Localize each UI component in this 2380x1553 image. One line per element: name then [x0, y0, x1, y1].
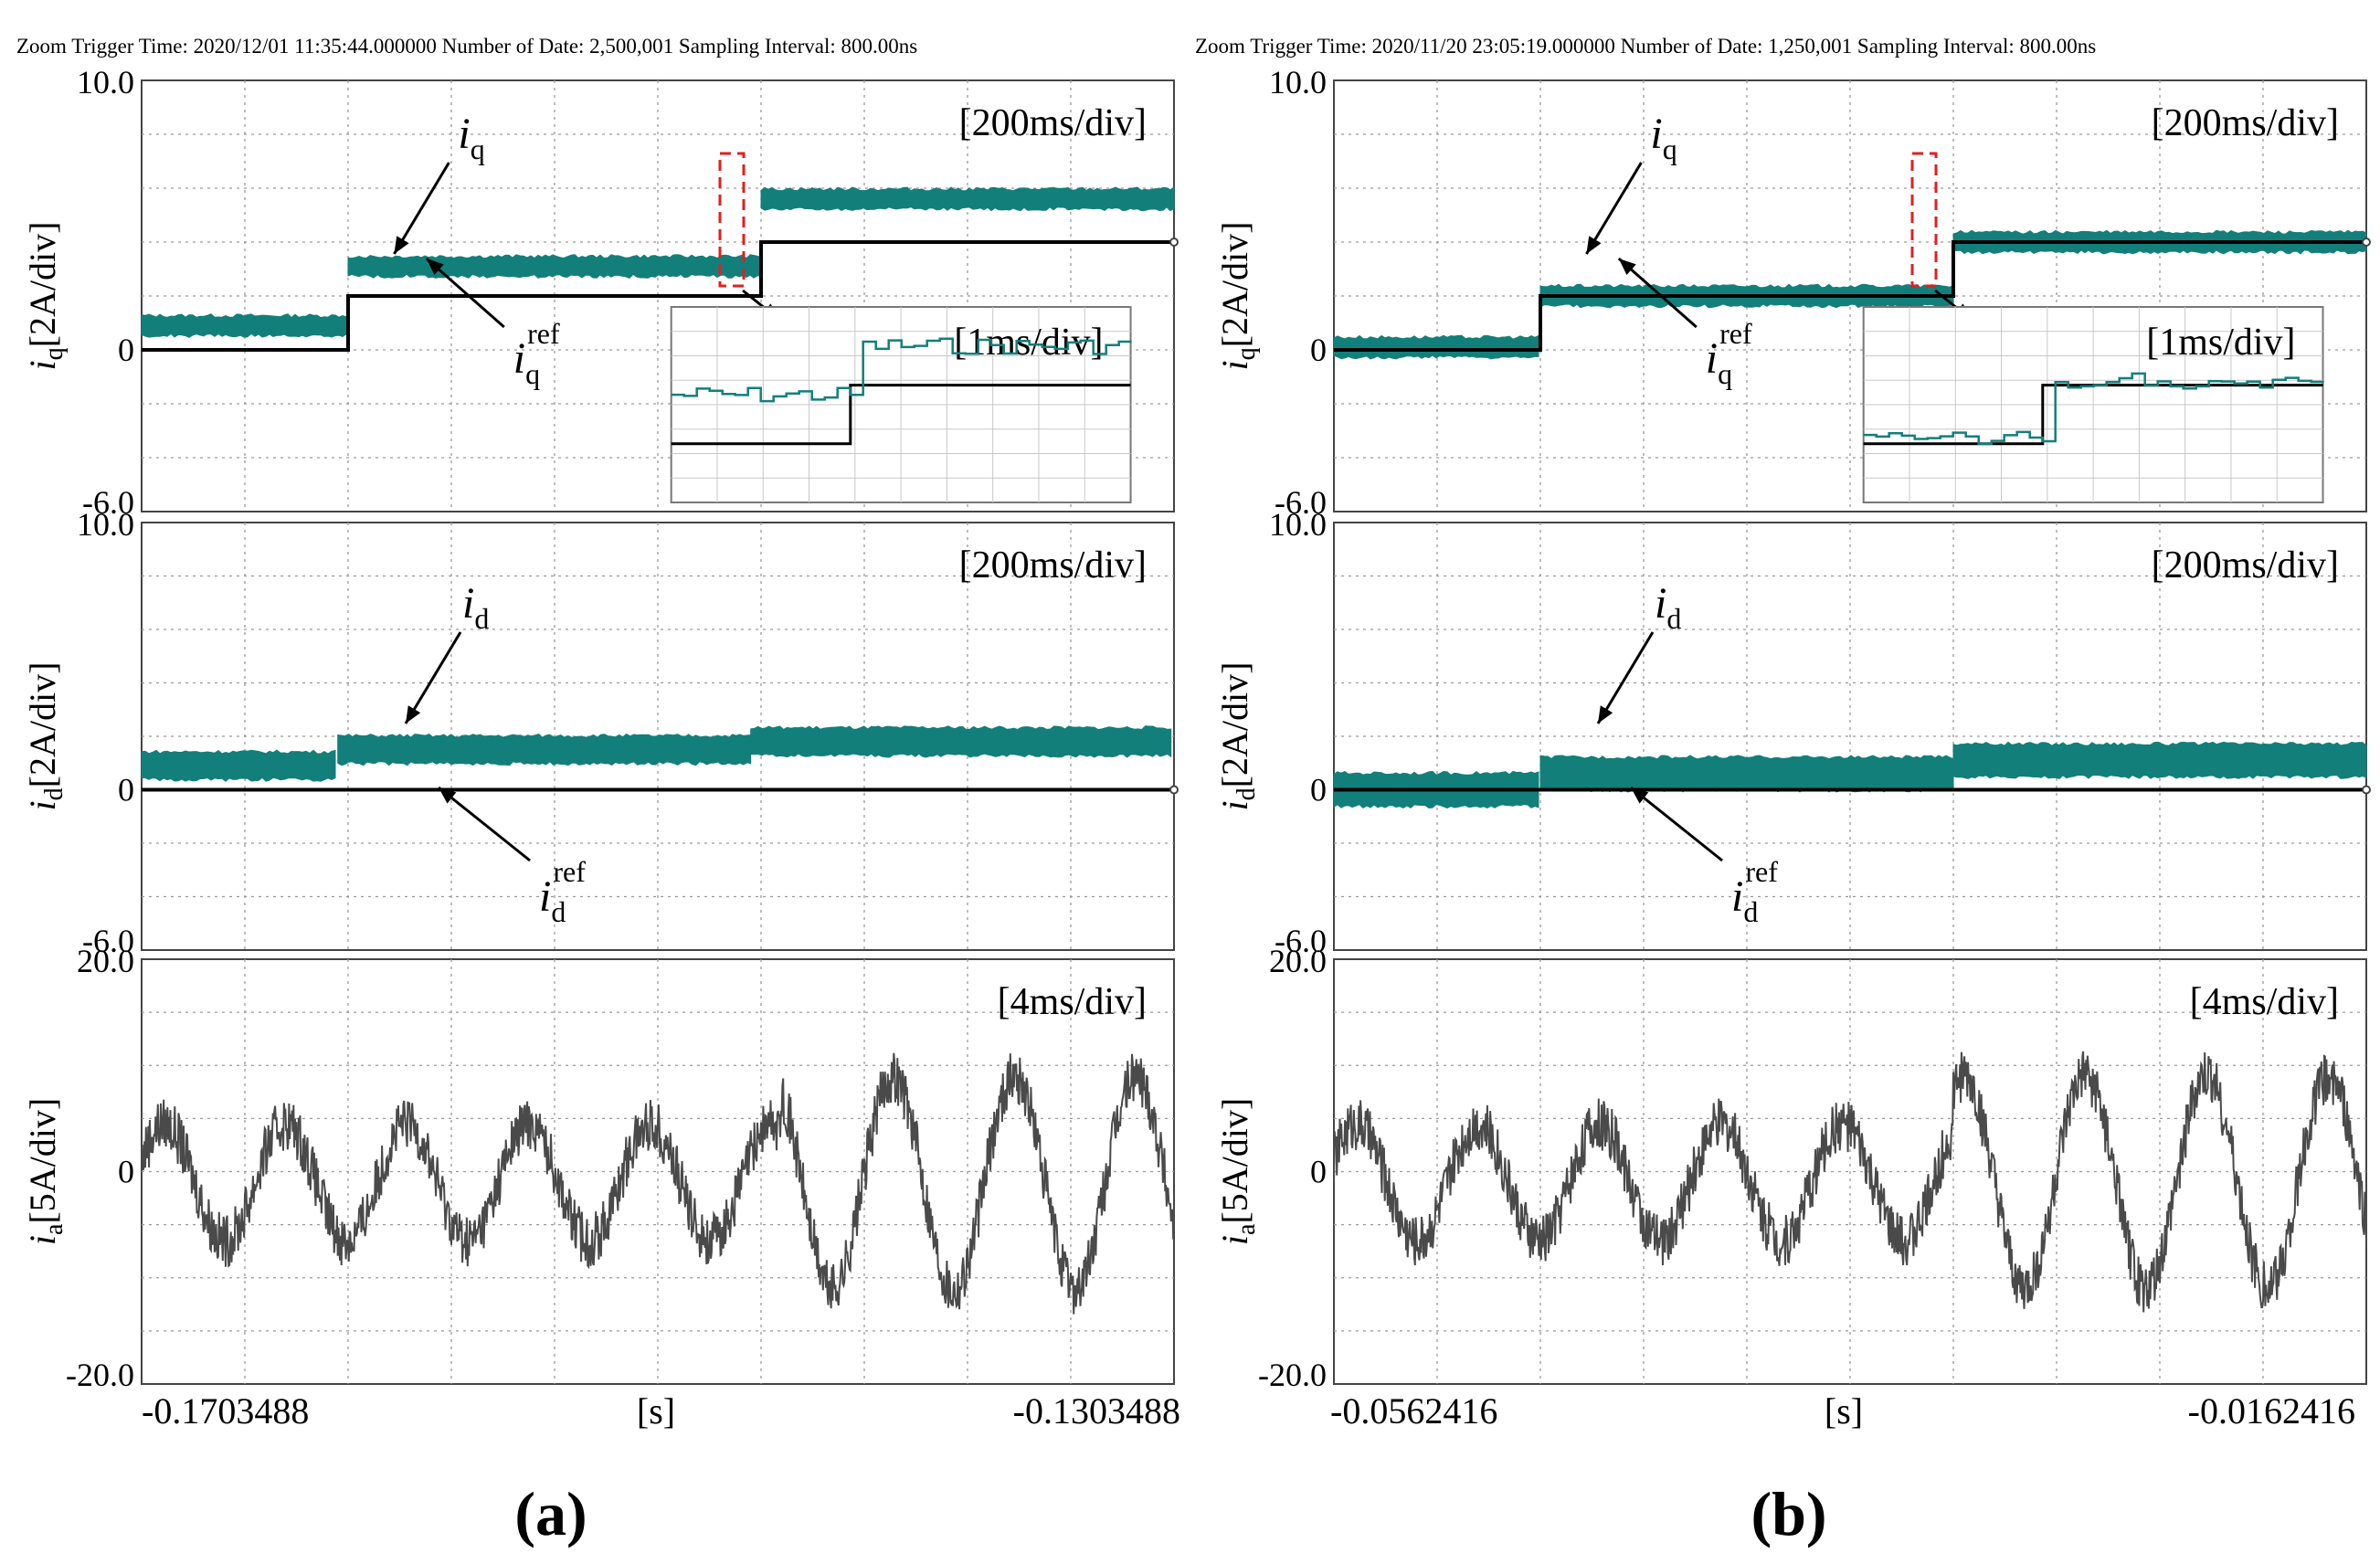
b-id-measured-segment [1539, 755, 1954, 793]
a-id-ytick-zero: 0 [118, 772, 134, 808]
b-id-end-marker [2362, 785, 2371, 795]
a-iq-arrow-reference [425, 257, 505, 329]
a-iq-ytick-bottom: -6.0 [82, 484, 134, 521]
a-iq-timescale: [200ms/div] [959, 102, 1147, 144]
b-iq-ytick-top: 10.0 [1269, 64, 1327, 100]
chart-a-id: 10.0 0 -6.0 id[2A/div] [200ms/div] id idref [22, 506, 1179, 959]
a-ia-ytick-bottom: -20.0 [66, 1357, 134, 1393]
a-id-ylabel: id[2A/div] [22, 662, 69, 811]
a-iq-zoom-box [718, 152, 746, 288]
a-iq-measured-segment [760, 186, 1175, 212]
a-iq-measured-segment [141, 313, 347, 338]
b-iq-ylabel: iq[2A/div] [1214, 222, 1261, 371]
b-iq-label-reference: iqref [1706, 317, 1752, 390]
chart-b-ia: 20.0 0 -20.0 ia[5A/div] [4ms/div] [1214, 943, 2367, 1393]
a-iq-ytick-top: 10.0 [77, 64, 134, 100]
b-iq-measured-segment [1333, 334, 1539, 360]
a-iq-arrow-reference-head [426, 259, 444, 276]
a-iq-ytick-zero: 0 [118, 332, 134, 368]
x-start-a: -0.1703488 [142, 1390, 309, 1432]
b-id-ylabel: id[2A/div] [1214, 662, 1261, 811]
b-iq-inset-measured [1863, 372, 2324, 446]
a-id-arrow-reference-head [439, 787, 457, 804]
x-end-b: -0.0162416 [2188, 1390, 2355, 1432]
b-iq-ytick-bottom: -6.0 [1275, 484, 1327, 521]
chart-a-iq: 10.0 0 -6.0 iq[2A/div] [200ms/div] iq iqref [1m… [22, 64, 1179, 521]
a-ia-ytick-top: 20.0 [77, 943, 134, 979]
a-iq-reference-line [142, 240, 1174, 352]
b-id-label-reference: idref [1731, 855, 1778, 928]
b-ia-ytick-bottom: -20.0 [1258, 1357, 1327, 1393]
panel-label-a: (a) [514, 1479, 587, 1548]
b-id-ytick-top: 10.0 [1269, 506, 1327, 543]
a-id-arrow-measured-head [406, 705, 421, 724]
panel-label-b: (b) [1751, 1479, 1826, 1548]
a-id-label-measured: id [462, 579, 489, 635]
b-iq-arrow-reference [1617, 257, 1698, 329]
b-id-label-measured: id [1655, 579, 1681, 635]
a-iq-label-reference: iqref [513, 317, 560, 390]
a-ia-ylabel: ia[5A/div] [22, 1098, 69, 1245]
a-id-timescale: [200ms/div] [959, 544, 1147, 586]
chart-b-iq: 10.0 0 -6.0 iq[2A/div] [200ms/div] iq iqref [1m… [1214, 64, 2371, 521]
a-id-arrow-measured [404, 631, 462, 724]
b-iq-ytick-zero: 0 [1310, 332, 1327, 368]
b-id-ytick-bottom: -6.0 [1275, 923, 1327, 959]
a-iq-inset: [1ms/div] [670, 306, 1132, 503]
b-iq-inset-reference [1863, 384, 2323, 446]
header-a: Zoom Trigger Time: 2020/12/01 11:35:44.0… [16, 35, 917, 58]
chart-b-id: 10.0 0 -6.0 id[2A/div] [200ms/div] id idref [1214, 506, 2371, 959]
a-id-label-reference: idref [539, 855, 586, 928]
chart-a-ia: 20.0 0 -20.0 ia[5A/div] [4ms/div] [22, 943, 1175, 1393]
b-id-arrow-reference [1630, 786, 1723, 862]
b-ia-ytick-zero: 0 [1310, 1154, 1327, 1190]
b-iq-arrow-measured-head [1586, 236, 1602, 254]
a-id-ytick-top: 10.0 [77, 506, 134, 543]
header-b: Zoom Trigger Time: 2020/11/20 23:05:19.0… [1195, 35, 2096, 58]
b-iq-arrow-reference-head [1618, 259, 1636, 276]
b-iq-zoom-box [1910, 152, 1938, 288]
x-unit-b: [s] [1825, 1390, 1863, 1432]
b-ia-ylabel: ia[5A/div] [1214, 1098, 1261, 1245]
b-ia-timescale: [4ms/div] [2190, 981, 2339, 1023]
b-iq-timescale: [200ms/div] [2152, 102, 2339, 144]
b-id-arrow-measured [1596, 631, 1655, 724]
a-iq-inset-measured [671, 337, 1132, 403]
a-ia-timescale: [4ms/div] [998, 981, 1147, 1023]
x-unit-a: [s] [637, 1390, 675, 1432]
x-start-b: -0.0562416 [1330, 1390, 1497, 1432]
b-id-timescale: [200ms/div] [2152, 544, 2339, 586]
a-id-measured-segment [337, 733, 752, 766]
b-iq-arrow-measured [1585, 162, 1643, 255]
b-iq-reference-line [1334, 240, 2366, 352]
a-iq-end-marker [1169, 238, 1179, 247]
a-id-end-marker [1169, 785, 1179, 795]
a-ia-phase-current [141, 1052, 1175, 1315]
a-id-arrow-reference [438, 786, 531, 862]
b-id-ytick-zero: 0 [1310, 772, 1327, 808]
b-iq-inset: [1ms/div] [1862, 306, 2324, 503]
b-ia-phase-current [1333, 1051, 2367, 1313]
x-end-a: -0.1303488 [1013, 1390, 1180, 1432]
a-ia-ytick-zero: 0 [118, 1154, 134, 1190]
b-iq-inset-timescale: [1ms/div] [2146, 322, 2295, 364]
b-id-arrow-reference-head [1631, 787, 1649, 804]
b-id-arrow-measured-head [1598, 705, 1613, 724]
a-id-measured-segment [141, 749, 336, 782]
a-iq-arrow-measured-head [394, 236, 409, 254]
a-id-measured-segment [750, 725, 1172, 758]
a-iq-ylabel: iq[2A/div] [22, 222, 69, 371]
b-iq-end-marker [2362, 238, 2371, 247]
b-id-measured-segment [1952, 741, 2367, 779]
a-iq-arrow-measured [393, 162, 450, 255]
a-id-ytick-bottom: -6.0 [82, 923, 134, 959]
b-ia-ytick-top: 20.0 [1269, 943, 1327, 979]
a-iq-inset-reference [671, 384, 1131, 446]
a-iq-label-measured: iq [458, 110, 484, 165]
a-iq-measured-segment [347, 254, 762, 279]
b-iq-label-measured: iq [1650, 110, 1677, 165]
